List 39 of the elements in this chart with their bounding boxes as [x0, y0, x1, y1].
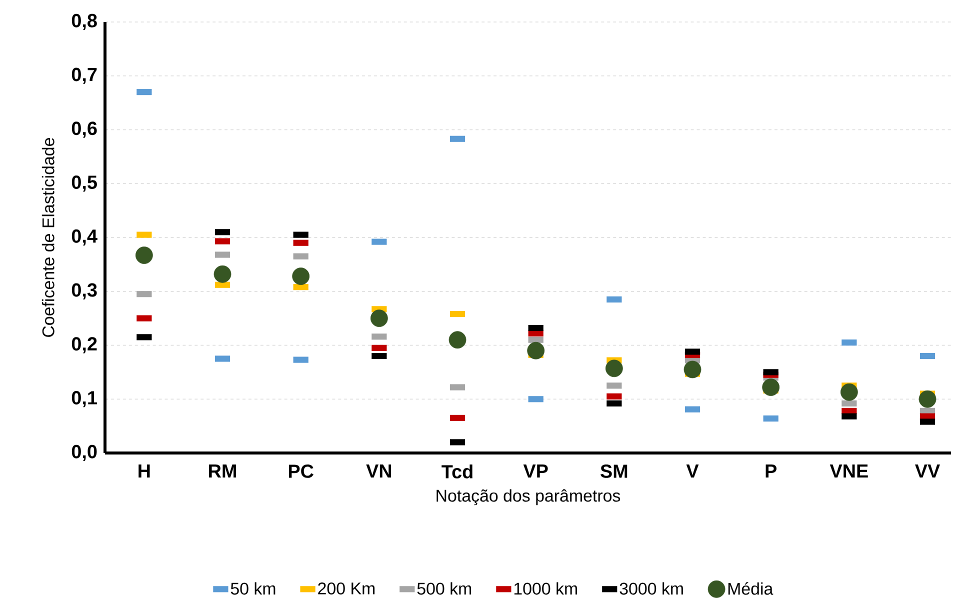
legend-label: Média — [728, 582, 774, 595]
y-tick-label: 0,0 — [72, 444, 97, 462]
legend-label: 50 km — [230, 582, 276, 595]
x-tick-label: PC — [288, 464, 314, 478]
x-tick-label: VP — [523, 464, 548, 478]
point — [684, 360, 702, 378]
point — [918, 390, 936, 408]
x-tick-label: VNE — [830, 464, 868, 478]
legend-label: 1000 km — [514, 582, 577, 595]
point — [214, 265, 232, 283]
y-tick-label: 0,2 — [72, 337, 97, 354]
x-tick-label: P — [766, 464, 776, 478]
legend-label: 200 Km — [318, 582, 375, 594]
y-tick-label: 0,3 — [72, 283, 97, 300]
point — [605, 360, 623, 378]
x-tick-label: VN — [366, 464, 392, 478]
y-axis-title: Coeficente de Elasticidade — [42, 138, 54, 337]
x-tick-label: RM — [209, 464, 236, 478]
y-tick-label: 0,4 — [72, 229, 98, 246]
point — [762, 378, 780, 396]
point — [840, 383, 858, 401]
point — [370, 310, 388, 327]
point — [527, 342, 545, 360]
y-tick-label: 0,7 — [72, 68, 97, 84]
x-tick-label: Tcd — [442, 464, 472, 478]
y-tick-label: 0,5 — [72, 176, 97, 192]
legend-label: 500 km — [417, 582, 472, 595]
y-tick-label: 0,8 — [72, 14, 97, 30]
y-tick-label: 0,1 — [72, 391, 97, 408]
legend-label: 3000 km — [620, 582, 683, 595]
x-tick-label: VV — [915, 464, 940, 478]
point — [135, 246, 153, 264]
point — [448, 331, 466, 349]
x-tick-label: V — [686, 464, 699, 478]
x-tick-label: SM — [600, 464, 628, 478]
x-tick-label: H — [138, 464, 150, 478]
y-tick-label: 0,6 — [72, 122, 97, 138]
x-axis-title: Notação dos parâmetros — [436, 489, 620, 506]
point — [292, 268, 310, 285]
